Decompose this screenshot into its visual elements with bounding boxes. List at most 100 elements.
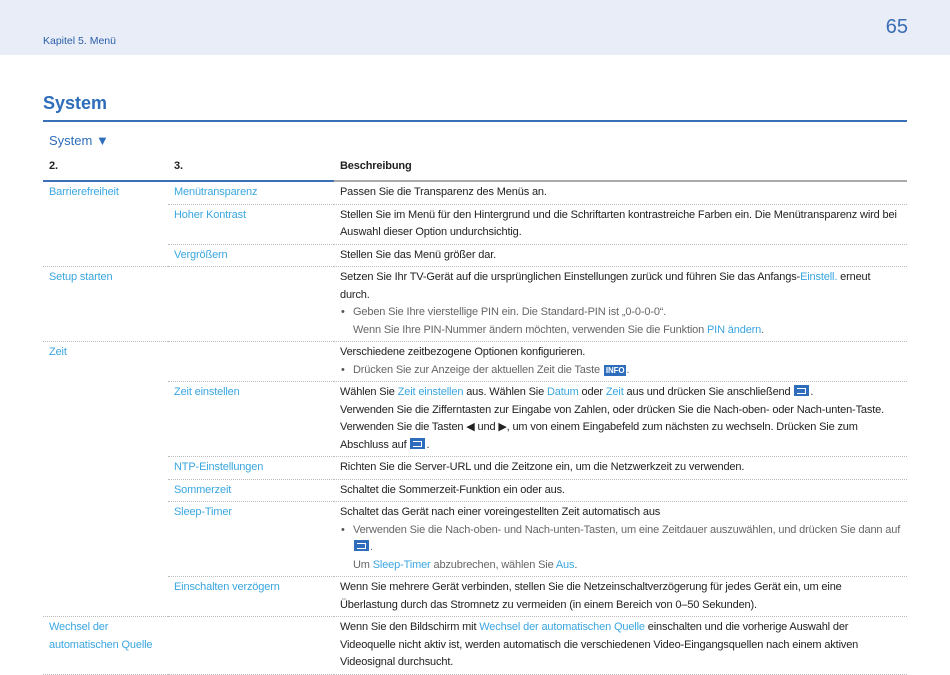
description-text: Passen Sie die Transparenz des Menüs an.	[340, 186, 547, 198]
description-paragraph: Wählen Sie Zeit einstellen aus. Wählen S…	[340, 384, 901, 402]
description-text: .	[426, 438, 430, 451]
page-number: 65	[885, 16, 908, 38]
table-row: NTP-Einstellungen Richten Sie die Server-…	[43, 456, 907, 480]
setting-name: Zeit	[49, 346, 67, 358]
setting-cell: Barrierefreiheit	[43, 181, 168, 204]
description-text: Drücken Sie zur Anzeige der aktuellen Ze…	[353, 363, 603, 376]
description-text: Wenn Sie den Bildschirm mit	[340, 621, 480, 633]
setting-name: Setup starten	[49, 271, 113, 283]
table-row: Setup starten Setzen Sie Ihr TV-Gerät auf…	[43, 266, 907, 342]
description-cell: Wenn Sie mehrere Gerät verbinden, stelle…	[334, 576, 907, 617]
description-paragraph: Verschiedene zeitbezogene Optionen konfi…	[340, 344, 901, 362]
setting-cell: Zeit	[43, 342, 168, 382]
page-title: System	[43, 93, 108, 113]
option-cell	[168, 266, 334, 342]
description-paragraph: Stellen Sie das Menü größer dar.	[340, 247, 901, 265]
option-cell: Sommerzeit	[168, 479, 334, 502]
option-cell: Zeit einstellen	[168, 381, 334, 457]
description-text: Wählen Sie	[340, 386, 398, 398]
description-text: Verwenden Sie die Tasten ◀ und ▶, um von…	[340, 421, 858, 451]
description-cell: Stellen Sie im Menü für den Hintergrund …	[334, 204, 907, 245]
title-rule	[43, 120, 907, 122]
option-cell	[168, 616, 334, 675]
description-text: Stellen Sie das Menü größer dar.	[340, 248, 497, 261]
setting-cell	[43, 244, 168, 267]
menu-option-reference: Aus	[555, 558, 575, 571]
menu-option-reference: PIN ändern	[707, 323, 762, 336]
setting-name: Barrierefreiheit	[49, 186, 119, 198]
description-text: abzubrechen, wählen Sie	[430, 558, 556, 571]
option-cell: Vergrößern	[168, 244, 334, 267]
description-paragraph: Schaltet das Gerät nach einer voreingest…	[340, 504, 901, 522]
description-text: .	[574, 558, 578, 571]
menu-option-reference: Zeit	[605, 386, 624, 398]
note-bullet: Geben Sie Ihre vierstellige PIN ein. Die…	[340, 304, 901, 339]
setting-cell	[43, 479, 168, 502]
description-paragraph: Verwenden Sie die Zifferntasten zur Eing…	[340, 402, 901, 420]
option-name: Sleep-Timer	[174, 506, 232, 518]
description-paragraph: Richten Sie die Server-URL und die Zeitz…	[340, 459, 901, 477]
option-name: Sommerzeit	[174, 483, 232, 496]
description-text: .	[370, 541, 373, 553]
menu-option-reference: Wechsel der automatischen Quelle	[479, 621, 645, 633]
option-cell: Hoher Kontrast	[168, 204, 334, 245]
section-subtitle: System ▼	[49, 133, 109, 148]
setting-cell	[43, 382, 168, 457]
option-cell: Menütransparenz	[168, 181, 334, 205]
description-paragraph: Wenn Sie den Bildschirm mit Wechsel der …	[340, 619, 901, 672]
menu-option-reference: Sleep-Timer	[372, 558, 431, 571]
option-name: NTP-Einstellungen	[174, 461, 264, 473]
table-row: Vergrößern Stellen Sie das Menü größer da…	[43, 244, 907, 267]
description-text: Wenn Sie mehrere Gerät verbinden, stelle…	[340, 581, 842, 611]
description-text: erneut durch.	[340, 271, 871, 301]
description-text: aus. Wählen Sie	[463, 386, 547, 398]
description-cell: Schaltet das Gerät nach einer voreingest…	[334, 501, 907, 577]
setting-cell	[43, 457, 168, 480]
setting-cell: Wechsel der automatischen Quelle	[43, 616, 168, 675]
description-text: .	[810, 386, 814, 398]
description-text: Schaltet die Sommerzeit-Funktion ein ode…	[340, 483, 565, 496]
description-cell: Stellen Sie das Menü größer dar.	[334, 244, 907, 267]
option-cell: Einschalten verzögern	[168, 576, 334, 617]
header-col-3: 3.	[168, 157, 334, 182]
note-bullet: Verwenden Sie die Nach-oben- und Nach-un…	[340, 522, 901, 575]
enter-key-icon	[794, 385, 810, 396]
description-paragraph: Passen Sie die Transparenz des Menüs an.	[340, 184, 901, 202]
option-cell: NTP-Einstellungen	[168, 456, 334, 480]
description-cell: Wenn Sie den Bildschirm mit Wechsel der …	[334, 616, 907, 675]
description-cell: Passen Sie die Transparenz des Menüs an.	[334, 181, 907, 205]
table-row: Einschalten verzögern Wenn Sie mehrere Ge…	[43, 576, 907, 617]
table-row: Hoher Kontrast Stellen Sie im Menü für de…	[43, 204, 907, 245]
enter-key-icon	[354, 540, 369, 551]
table-row: Wechsel der automatischen Quelle Wenn Sie…	[43, 616, 907, 675]
enter-key-icon	[410, 437, 426, 449]
description-cell: Wählen Sie Zeit einstellen aus. Wählen S…	[334, 381, 907, 457]
option-name: Zeit einstellen	[174, 386, 240, 398]
option-name: Hoher Kontrast	[174, 208, 246, 221]
chapter-label: Kapitel 5. Menü	[43, 35, 116, 47]
description-paragraph: Schaltet die Sommerzeit-Funktion ein ode…	[340, 482, 901, 500]
description-text: Setzen Sie Ihr TV-Gerät auf die ursprüng…	[340, 271, 801, 283]
description-text: Richten Sie die Server-URL und die Zeitz…	[340, 461, 745, 473]
description-cell: Schaltet die Sommerzeit-Funktion ein ode…	[334, 479, 907, 502]
setting-cell	[43, 502, 168, 577]
setting-cell: Setup starten	[43, 266, 168, 342]
description-cell: Setzen Sie Ihr TV-Gerät auf die ursprüng…	[334, 266, 907, 342]
option-cell	[168, 341, 334, 382]
header-band	[0, 0, 950, 55]
table-row: Barrierefreiheit Menütransparenz Passen Si…	[43, 181, 907, 205]
setting-cell	[43, 576, 168, 617]
description-text: Verschiedene zeitbezogene Optionen konfi…	[340, 346, 586, 358]
description-cell: Verschiedene zeitbezogene Optionen konfi…	[334, 341, 907, 382]
table-header: 2. 3. Beschreibung	[43, 157, 907, 182]
setting-name: Wechsel der automatischen Quelle	[49, 621, 153, 651]
description-text: einschalten und die vorherige Auswahl de…	[340, 621, 859, 668]
description-text: .	[761, 323, 765, 336]
header-description: Beschreibung	[334, 157, 907, 182]
description-paragraph: Wenn Sie mehrere Gerät verbinden, stelle…	[340, 579, 901, 614]
option-cell: Sleep-Timer	[168, 501, 334, 577]
header-col-2: 2.	[43, 157, 168, 182]
menu-table: 2. 3. Beschreibung Barrierefreiheit Menüt…	[43, 157, 907, 675]
description-text: Schaltet das Gerät nach einer voreingest…	[340, 506, 661, 518]
table-row: Sommerzeit Schaltet die Sommerzeit-Funkti…	[43, 479, 907, 502]
